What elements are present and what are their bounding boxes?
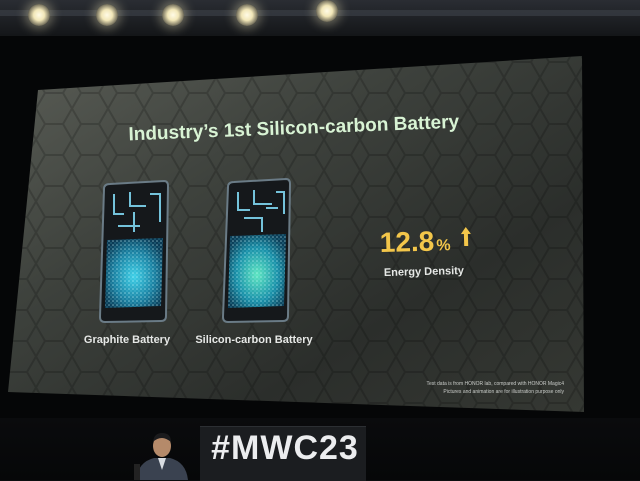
stat-unit: % xyxy=(436,237,451,254)
stage-light xyxy=(162,4,184,26)
footnote-line2: Pictures and animation are for illustrat… xyxy=(443,389,564,395)
stat-label: Energy Density xyxy=(384,265,465,279)
hashtag-text: #MWC23 xyxy=(211,429,359,467)
up-arrow-icon xyxy=(460,227,471,247)
footnote-line1: Test data is from HONOR lab, compared wi… xyxy=(426,381,564,387)
stage-light xyxy=(236,4,258,26)
stage-light xyxy=(28,4,50,26)
slide xyxy=(8,56,584,412)
battery-right-label: Silicon-carbon Battery xyxy=(195,334,313,346)
battery-left-label: Graphite Battery xyxy=(84,334,171,346)
stage-light xyxy=(316,0,338,22)
hashtag-board xyxy=(200,426,366,481)
stat-value: 12.8% xyxy=(379,225,451,258)
phone-battery-silicon-carbon xyxy=(221,177,292,324)
phone-battery-graphite xyxy=(98,179,170,324)
stage-light xyxy=(96,4,118,26)
speaker-person xyxy=(134,433,188,480)
